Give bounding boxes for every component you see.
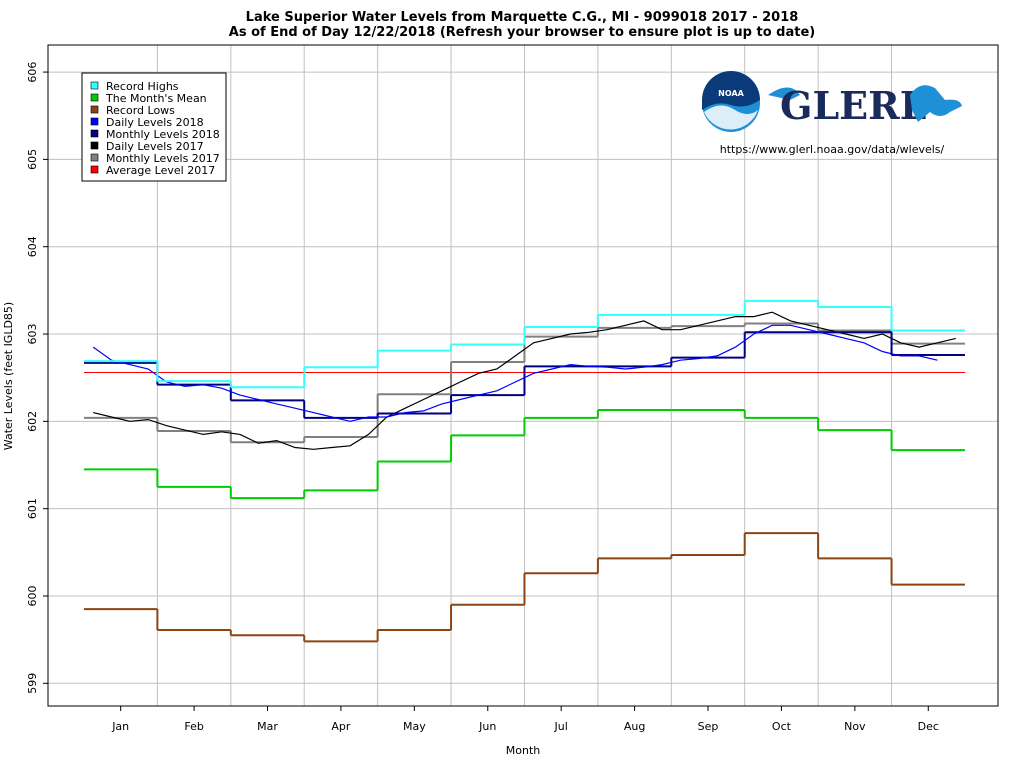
noaa-logo-text: NOAA: [718, 89, 744, 98]
legend-label: Daily Levels 2018: [106, 116, 204, 129]
legend-label: The Month's Mean: [105, 92, 207, 105]
legend-label: Monthly Levels 2018: [106, 128, 220, 141]
legend-label: Average Level 2017: [106, 164, 215, 177]
chart-title: Lake Superior Water Levels from Marquett…: [246, 10, 799, 25]
legend-box: [81, 72, 227, 182]
x-tick-label: May: [403, 720, 426, 733]
x-tick-label: Feb: [184, 720, 203, 733]
y-tick-label: 603: [26, 324, 39, 345]
legend-swatch: [90, 117, 99, 126]
x-tick-label: Aug: [624, 720, 645, 733]
x-tick-label: Mar: [257, 720, 278, 733]
legend-label: Record Lows: [106, 104, 175, 117]
x-tick-label: Jan: [111, 720, 129, 733]
noaa-logo-wave: [704, 105, 758, 130]
legend-swatch: [90, 165, 99, 174]
logo-area: NOAA GLERL https://www.glerl.noaa.gov/da…: [702, 71, 962, 156]
legend-swatch: [90, 141, 99, 150]
glerl-logo-text: GLERL: [780, 83, 926, 128]
y-axis-label: Water Levels (feet IGLD85): [2, 302, 15, 450]
x-tick-label: Oct: [772, 720, 792, 733]
x-tick-label: Apr: [331, 720, 351, 733]
x-tick-label: Dec: [918, 720, 939, 733]
legend-swatch: [90, 81, 99, 90]
noaa-logo-top: [702, 71, 760, 110]
glerl-bird: [768, 87, 800, 100]
legend-label: Monthly Levels 2017: [106, 152, 220, 165]
daily-line: [92, 324, 938, 422]
x-tick-label: Nov: [844, 720, 866, 733]
legend-swatch: [90, 129, 99, 138]
x-axis-label: Month: [506, 744, 541, 757]
y-tick-label: 605: [26, 149, 39, 170]
url-text: https://www.glerl.noaa.gov/data/wlevels/: [720, 143, 945, 156]
x-tick-label: Jun: [478, 720, 496, 733]
legend-swatch: [90, 105, 99, 114]
legend-label: Record Highs: [106, 80, 179, 93]
y-tick-label: 604: [26, 236, 39, 257]
y-tick-label: 602: [26, 411, 39, 432]
daily-line: [93, 311, 956, 450]
x-tick-label: Jul: [554, 720, 568, 733]
y-tick-label: 599: [26, 673, 39, 694]
y-tick-label: 600: [26, 585, 39, 606]
chart-subtitle: As of End of Day 12/22/2018 (Refresh you…: [229, 25, 815, 40]
legend-swatch: [90, 153, 99, 162]
legend-label: Daily Levels 2017: [106, 140, 204, 153]
x-tick-label: Sep: [698, 720, 719, 733]
great-lakes-map: [910, 85, 962, 122]
y-tick-label: 606: [26, 62, 39, 83]
legend-swatch: [90, 93, 99, 102]
plot-frame: [47, 44, 999, 707]
y-tick-label: 601: [26, 498, 39, 519]
